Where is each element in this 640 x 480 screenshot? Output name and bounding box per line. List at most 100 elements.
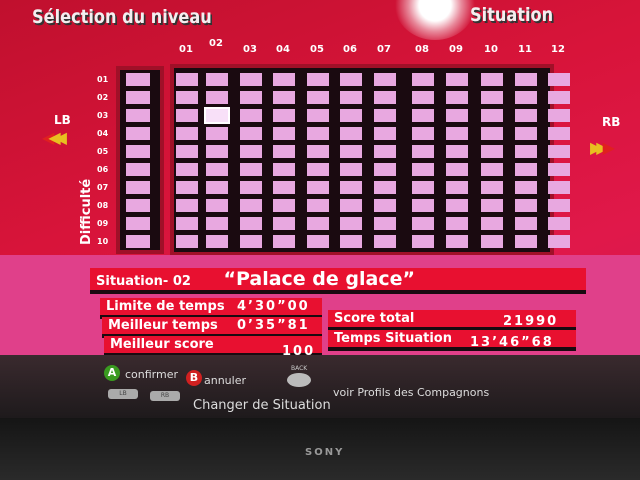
level-cell[interactable]: [412, 199, 434, 212]
difficulty-cell[interactable]: [126, 163, 150, 176]
level-cell[interactable]: [273, 127, 295, 140]
level-cell[interactable]: [548, 217, 570, 230]
level-cell[interactable]: [307, 217, 329, 230]
level-cell[interactable]: [481, 127, 503, 140]
level-cell[interactable]: [307, 163, 329, 176]
difficulty-cell[interactable]: [126, 127, 150, 140]
difficulty-cell[interactable]: [126, 109, 150, 122]
level-cell[interactable]: [206, 163, 228, 176]
level-cell[interactable]: [273, 73, 295, 86]
level-cell[interactable]: [240, 145, 262, 158]
level-cell[interactable]: [515, 181, 537, 194]
level-cell[interactable]: [307, 91, 329, 104]
level-cell[interactable]: [340, 163, 362, 176]
level-cell[interactable]: [446, 217, 468, 230]
b-button-icon[interactable]: B: [186, 370, 202, 386]
level-cell[interactable]: [240, 73, 262, 86]
level-cell[interactable]: [176, 91, 198, 104]
level-cell[interactable]: [176, 73, 198, 86]
level-cell[interactable]: [240, 127, 262, 140]
difficulty-cell[interactable]: [126, 217, 150, 230]
level-cell[interactable]: [515, 91, 537, 104]
previous-arrow-icon[interactable]: ◀◀◀: [42, 128, 67, 147]
level-cell[interactable]: [548, 163, 570, 176]
level-cell[interactable]: [548, 127, 570, 140]
level-cell[interactable]: [446, 199, 468, 212]
level-cell[interactable]: [374, 109, 396, 122]
level-cell[interactable]: [412, 73, 434, 86]
level-cell[interactable]: [548, 145, 570, 158]
level-cell[interactable]: [307, 181, 329, 194]
profiles-hint[interactable]: voir Profils des Compagnons: [333, 386, 490, 399]
level-cell[interactable]: [340, 181, 362, 194]
level-cell[interactable]: [340, 91, 362, 104]
level-cell[interactable]: [548, 91, 570, 104]
level-cell[interactable]: [548, 109, 570, 122]
level-cell[interactable]: [412, 235, 434, 248]
level-cell[interactable]: [340, 145, 362, 158]
level-cell[interactable]: [374, 145, 396, 158]
level-cell[interactable]: [240, 91, 262, 104]
level-cell[interactable]: [240, 235, 262, 248]
level-cell[interactable]: [515, 235, 537, 248]
level-cell[interactable]: [412, 145, 434, 158]
level-cell[interactable]: [515, 73, 537, 86]
level-cell[interactable]: [206, 217, 228, 230]
level-cell[interactable]: [176, 109, 198, 122]
level-cell[interactable]: [374, 181, 396, 194]
level-cell[interactable]: [374, 73, 396, 86]
level-cell[interactable]: [206, 91, 228, 104]
level-cell[interactable]: [240, 109, 262, 122]
level-cell[interactable]: [176, 127, 198, 140]
level-cell[interactable]: [515, 199, 537, 212]
level-cell[interactable]: [481, 199, 503, 212]
level-cell[interactable]: [307, 127, 329, 140]
level-cell[interactable]: [340, 199, 362, 212]
next-arrow-icon[interactable]: ▶▶▶: [590, 138, 615, 157]
level-cell[interactable]: [374, 199, 396, 212]
level-cell[interactable]: [206, 181, 228, 194]
level-cell[interactable]: [446, 127, 468, 140]
level-cell[interactable]: [481, 163, 503, 176]
level-cell[interactable]: [206, 235, 228, 248]
level-cell[interactable]: [374, 91, 396, 104]
level-cell[interactable]: [176, 163, 198, 176]
level-cell[interactable]: [548, 199, 570, 212]
level-cell[interactable]: [412, 127, 434, 140]
difficulty-cell[interactable]: [126, 235, 150, 248]
level-cell[interactable]: [548, 73, 570, 86]
a-button-icon[interactable]: A: [104, 365, 120, 381]
level-cell[interactable]: [340, 217, 362, 230]
level-cell[interactable]: [481, 181, 503, 194]
level-cell[interactable]: [176, 199, 198, 212]
back-button-icon[interactable]: [287, 373, 311, 387]
level-cell[interactable]: [481, 145, 503, 158]
level-cell[interactable]: [446, 181, 468, 194]
level-cell[interactable]: [340, 127, 362, 140]
difficulty-cell[interactable]: [126, 73, 150, 86]
level-cell[interactable]: [307, 109, 329, 122]
level-cell[interactable]: [446, 235, 468, 248]
level-cell[interactable]: [374, 217, 396, 230]
level-cell[interactable]: [446, 109, 468, 122]
level-cell[interactable]: [374, 127, 396, 140]
level-cell[interactable]: [446, 73, 468, 86]
level-cell[interactable]: [481, 217, 503, 230]
level-cell[interactable]: [515, 163, 537, 176]
level-cell[interactable]: [481, 235, 503, 248]
level-cell[interactable]: [481, 91, 503, 104]
level-cell[interactable]: [446, 91, 468, 104]
cancel-hint[interactable]: annuler: [204, 374, 247, 387]
difficulty-cell[interactable]: [126, 199, 150, 212]
level-cell[interactable]: [412, 91, 434, 104]
level-cell[interactable]: [340, 109, 362, 122]
level-cell[interactable]: [481, 73, 503, 86]
level-cell[interactable]: [374, 235, 396, 248]
level-cell[interactable]: [206, 127, 228, 140]
level-cell[interactable]: [412, 163, 434, 176]
change-situation-hint[interactable]: Changer de Situation: [193, 398, 331, 413]
level-cell[interactable]: [412, 181, 434, 194]
level-cell[interactable]: [176, 181, 198, 194]
level-cell[interactable]: [206, 199, 228, 212]
level-cell[interactable]: [412, 109, 434, 122]
